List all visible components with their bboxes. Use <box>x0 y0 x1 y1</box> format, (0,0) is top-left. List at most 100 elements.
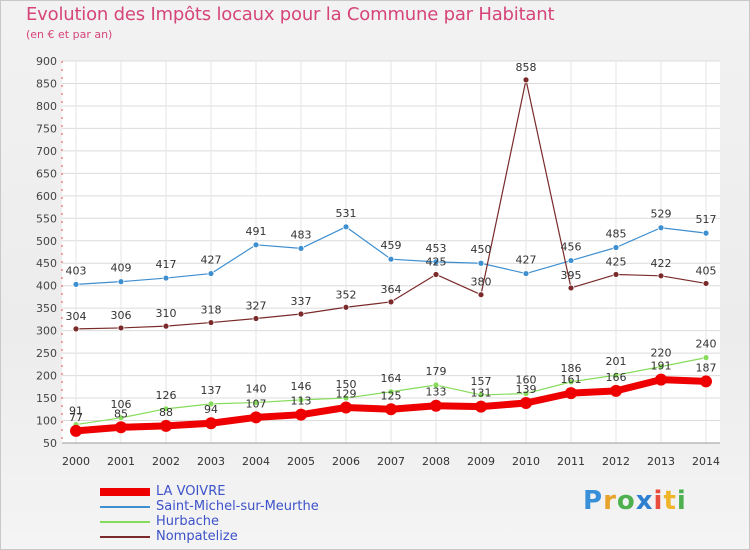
legend-swatch <box>100 520 150 523</box>
data-point <box>117 324 125 332</box>
y-tick-label: 300 <box>36 325 57 338</box>
data-label: 517 <box>696 213 717 226</box>
data-point <box>477 391 485 399</box>
y-tick-label: 150 <box>36 392 57 405</box>
data-point <box>655 373 667 386</box>
data-point <box>657 224 665 232</box>
y-tick-label: 750 <box>36 122 57 135</box>
y-tick-label: 400 <box>36 280 57 293</box>
data-label: 220 <box>651 347 672 360</box>
data-label: 427 <box>516 254 537 267</box>
data-point <box>565 387 577 400</box>
x-tick-label: 2014 <box>692 455 720 468</box>
y-tick-label: 800 <box>36 100 57 113</box>
data-point <box>207 400 215 408</box>
x-tick-label: 2003 <box>197 455 225 468</box>
chart-title: Evolution des Impôts locaux pour la Comm… <box>26 4 555 25</box>
data-label: 531 <box>336 207 357 220</box>
y-tick-label: 850 <box>36 77 57 90</box>
data-point <box>297 245 305 252</box>
x-tick-label: 2010 <box>512 455 540 468</box>
data-label: 85 <box>114 407 128 420</box>
legend-swatch <box>100 535 150 538</box>
data-label: 201 <box>606 355 627 368</box>
data-label: 453 <box>426 242 447 255</box>
data-label: 179 <box>426 365 447 378</box>
data-point <box>342 223 350 231</box>
chart-subtitle: (en € et par an) <box>26 28 113 41</box>
data-point <box>702 229 710 237</box>
y-tick-label: 100 <box>36 415 57 428</box>
data-label: 186 <box>561 362 582 375</box>
data-label: 306 <box>111 309 132 322</box>
logo-letter: r <box>603 486 617 516</box>
data-label: 485 <box>606 228 627 241</box>
data-label: 491 <box>246 225 267 238</box>
x-tick-label: 2012 <box>602 455 630 468</box>
data-point <box>657 363 665 371</box>
data-point <box>522 76 530 84</box>
data-label: 77 <box>69 411 83 424</box>
data-label: 94 <box>204 403 218 416</box>
y-tick-label: 250 <box>36 347 57 360</box>
data-label: 240 <box>696 338 717 351</box>
logo-letter: o <box>616 486 636 516</box>
x-tick-label: 2004 <box>242 455 270 468</box>
data-label: 146 <box>291 380 312 393</box>
data-label: 131 <box>471 387 492 400</box>
data-label: 157 <box>471 375 492 388</box>
legend-item: Saint-Michel-sur-Meurthe <box>100 499 319 514</box>
data-point <box>162 405 170 413</box>
data-label: 310 <box>156 307 177 320</box>
data-label: 403 <box>66 264 87 277</box>
data-point <box>340 401 352 414</box>
data-label: 456 <box>561 241 582 254</box>
data-point <box>430 399 442 412</box>
data-label: 417 <box>156 258 177 271</box>
data-point <box>702 280 710 287</box>
y-tick-label: 900 <box>36 55 57 68</box>
data-point <box>162 322 170 330</box>
data-label: 425 <box>426 255 447 268</box>
y-tick-label: 200 <box>36 370 57 383</box>
data-point <box>162 274 170 282</box>
proxiti-logo: Proxiti <box>583 486 687 516</box>
data-point <box>567 257 575 264</box>
data-point <box>477 259 485 267</box>
data-point <box>432 258 440 266</box>
data-label: 395 <box>561 269 582 282</box>
data-label: 427 <box>201 254 222 267</box>
data-label: 125 <box>381 389 402 402</box>
data-point <box>612 271 620 278</box>
data-point <box>297 396 305 404</box>
data-point <box>205 417 217 430</box>
data-label: 318 <box>201 304 222 317</box>
data-label: 88 <box>159 406 173 419</box>
data-point <box>72 280 80 288</box>
data-label: 327 <box>246 300 267 313</box>
data-point <box>295 408 307 421</box>
data-label: 129 <box>336 387 357 400</box>
data-point <box>117 414 125 422</box>
legend-label: Saint-Michel-sur-Meurthe <box>156 499 319 514</box>
legend-label: LA VOIVRE <box>156 484 226 499</box>
data-label: 364 <box>381 283 402 296</box>
data-point <box>387 388 395 396</box>
data-label: 106 <box>111 398 132 411</box>
data-point <box>117 278 125 286</box>
data-label: 161 <box>561 373 582 386</box>
x-tick-label: 2009 <box>467 455 495 468</box>
data-label: 459 <box>381 239 402 252</box>
data-point <box>387 255 395 263</box>
x-tick-label: 2011 <box>557 455 585 468</box>
data-label: 166 <box>606 371 627 384</box>
data-point <box>702 354 710 362</box>
logo-letter: i <box>676 486 687 516</box>
data-point <box>250 411 262 424</box>
data-label: 187 <box>696 361 717 374</box>
data-point <box>612 244 620 251</box>
data-point <box>385 403 397 416</box>
data-point <box>657 272 665 280</box>
data-label: 140 <box>246 383 267 396</box>
